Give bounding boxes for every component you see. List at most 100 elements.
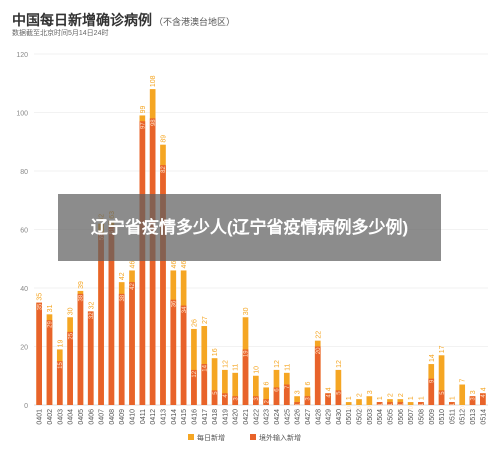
data-label-total: 1: [377, 396, 384, 400]
data-label-imported: 1: [388, 402, 394, 406]
data-label-imported: 42: [130, 283, 136, 290]
legend-swatch-total: [188, 434, 194, 440]
legend-label-total: 每日新增: [197, 433, 225, 442]
data-label-imported: 5: [213, 391, 219, 395]
data-label-total: 12: [336, 360, 343, 368]
data-source-note: 数据截至北京时间5月14日24时: [12, 30, 109, 37]
x-tick-label: 0514: [480, 409, 487, 425]
bar-imported: [242, 349, 249, 405]
x-tick-label: 0407: [99, 409, 106, 425]
x-tick-label: 0410: [130, 409, 137, 425]
x-tick-label: 0503: [367, 409, 374, 425]
y-tick-label: 40: [20, 286, 28, 293]
data-label-total: 4: [480, 387, 487, 391]
y-tick-label: 120: [16, 52, 28, 59]
data-label-imported: 0: [347, 405, 353, 409]
x-tick-label: 0513: [470, 409, 477, 425]
data-label-imported: 14: [202, 364, 208, 371]
data-label-total: 1: [346, 396, 353, 400]
x-tick-label: 0417: [202, 409, 209, 425]
bar-total: [253, 375, 259, 405]
bar-imported: [222, 393, 228, 405]
data-label-total: 27: [202, 316, 209, 324]
data-label-total: 1: [408, 396, 415, 400]
x-tick-label: 0430: [336, 409, 343, 425]
x-tick-label: 0426: [295, 409, 302, 425]
x-tick-label: 0419: [222, 409, 229, 425]
data-label-imported: 4: [481, 394, 487, 398]
x-tick-label: 0401: [37, 409, 44, 425]
x-tick-label: 0421: [243, 409, 250, 425]
bar-imported: [211, 390, 218, 405]
x-tick-label: 0422: [253, 409, 260, 425]
bar-imported: [160, 165, 166, 405]
x-tick-label: 0429: [326, 409, 333, 425]
bar-imported: [397, 402, 404, 405]
x-tick-label: 0404: [68, 409, 75, 425]
x-tick-label: 0402: [47, 409, 54, 425]
data-label-total: 1: [418, 396, 425, 400]
data-label-imported: 36: [171, 300, 177, 307]
bar-total: [222, 369, 228, 405]
data-label-total: 2: [387, 393, 394, 397]
x-tick-label: 0428: [315, 409, 322, 425]
bar-total: [345, 402, 352, 405]
bar-imported: [480, 393, 486, 405]
x-tick-label: 0501: [346, 409, 353, 425]
bar-total: [211, 358, 218, 405]
data-label-imported: 20: [316, 347, 322, 354]
bar-total: [366, 396, 373, 405]
bar-imported: [438, 390, 445, 405]
bar-total: [459, 384, 466, 405]
data-label-total: 32: [88, 302, 95, 310]
legend-label-imported: 境外输入新增: [259, 433, 301, 442]
y-tick-label: 80: [20, 169, 28, 176]
data-label-imported: 29: [48, 321, 54, 328]
data-label-imported: 5: [337, 391, 343, 395]
data-label-total: 6: [305, 381, 312, 385]
data-label-imported: 1: [398, 402, 404, 406]
bar-imported: [232, 396, 239, 405]
bar-imported: [253, 396, 259, 405]
data-label-total: 17: [439, 345, 446, 353]
x-tick-label: 0427: [305, 409, 312, 425]
x-tick-label: 0411: [140, 409, 147, 424]
data-label-imported: 5: [440, 391, 446, 395]
data-label-total: 2: [357, 393, 364, 397]
data-label-total: 3: [367, 390, 374, 394]
data-label-total: 1: [449, 396, 456, 400]
bar-total: [356, 399, 362, 405]
data-label-total: 3: [295, 390, 302, 394]
data-label-total: 30: [243, 307, 250, 315]
data-label-total: 108: [150, 75, 157, 87]
data-label-imported: 19: [244, 350, 250, 357]
bar-imported: [77, 293, 84, 405]
x-tick-label: 0406: [88, 409, 95, 425]
x-tick-label: 0504: [377, 409, 384, 425]
bar-imported: [428, 378, 435, 405]
data-label-total: 30: [68, 307, 75, 315]
bar-imported: [170, 299, 177, 405]
bar-imported: [387, 402, 393, 405]
bar-total: [407, 402, 414, 405]
bar-imported: [376, 402, 383, 405]
x-tick-label: 0405: [78, 409, 85, 425]
data-label-total: 22: [315, 331, 322, 339]
data-label-total: 14: [429, 354, 436, 362]
bar-imported: [283, 384, 290, 405]
bar-imported: [98, 232, 104, 405]
x-tick-label: 0502: [357, 409, 364, 425]
data-label-imported: 98: [151, 119, 157, 126]
x-tick-label: 0408: [109, 409, 116, 425]
data-label-total: 12: [222, 360, 229, 368]
data-label-imported: 1: [378, 402, 384, 406]
data-label-total: 39: [78, 281, 85, 289]
bar-imported: [418, 402, 424, 405]
data-label-imported: 12: [192, 370, 198, 377]
data-label-imported: 3: [233, 397, 239, 401]
bar-imported: [87, 311, 94, 405]
bar-total: [294, 396, 300, 405]
data-label-total: 12: [274, 360, 281, 368]
bar-imported: [325, 393, 331, 405]
bar-imported: [469, 396, 476, 405]
